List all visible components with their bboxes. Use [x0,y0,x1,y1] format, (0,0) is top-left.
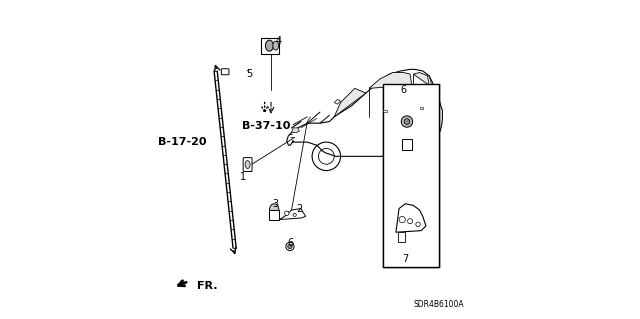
Text: 1: 1 [239,172,246,182]
Polygon shape [413,72,429,85]
Text: 4: 4 [276,36,282,46]
Bar [399,232,404,242]
Bar [383,84,438,267]
Circle shape [285,211,289,215]
Ellipse shape [245,160,250,168]
FancyBboxPatch shape [221,69,229,75]
Text: B-17-20: B-17-20 [158,137,207,147]
Circle shape [399,216,405,223]
Polygon shape [292,128,300,133]
Bar [383,110,387,112]
Text: 3: 3 [273,199,279,209]
Bar [262,38,279,54]
Text: 5: 5 [246,69,252,79]
Polygon shape [287,69,442,156]
Circle shape [416,222,420,226]
FancyBboxPatch shape [243,158,252,172]
Circle shape [293,213,296,216]
Circle shape [401,116,413,127]
Text: SDR4B6100A: SDR4B6100A [413,300,464,309]
Text: 6: 6 [287,238,293,248]
Polygon shape [334,100,340,104]
Circle shape [408,219,413,224]
Text: 2: 2 [296,204,303,213]
Polygon shape [334,88,366,117]
Ellipse shape [273,41,278,50]
Circle shape [404,119,410,124]
Text: 6: 6 [401,85,407,95]
Bar [420,107,424,109]
Ellipse shape [269,204,279,216]
Text: 7: 7 [403,254,408,264]
Bar [269,210,279,219]
Circle shape [288,244,292,249]
Text: B-37-10: B-37-10 [242,121,291,131]
Polygon shape [279,209,306,219]
Bar [402,139,412,150]
Polygon shape [396,204,426,232]
Ellipse shape [266,40,273,51]
Text: FR.: FR. [196,281,217,291]
Circle shape [286,242,294,250]
Polygon shape [369,72,412,88]
